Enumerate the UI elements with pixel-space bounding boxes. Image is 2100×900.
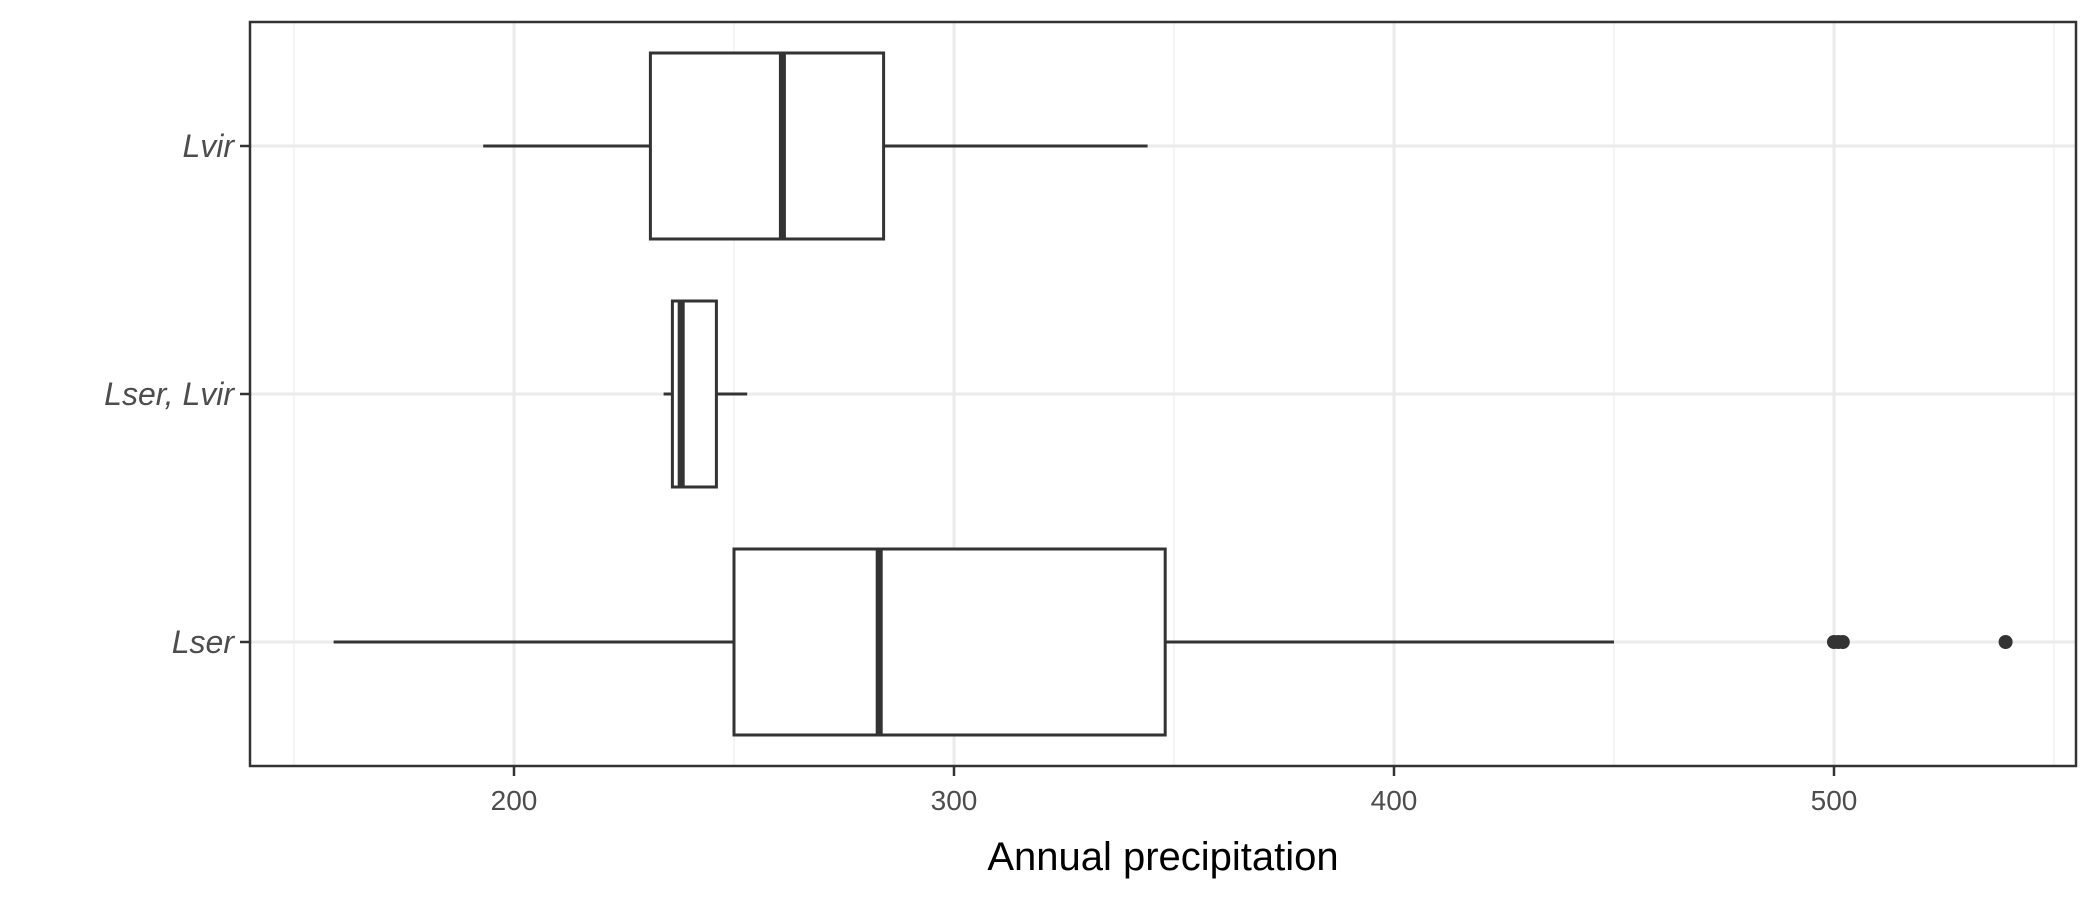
- box-iqr: [648, 51, 886, 241]
- box-series: [333, 51, 2013, 737]
- category-label: Lvir: [182, 128, 235, 164]
- x-tick-label: 400: [1371, 785, 1418, 816]
- category-label: Lser: [172, 624, 236, 660]
- x-axis-title: Annual precipitation: [987, 835, 1338, 879]
- category-label: Lser, Lvir: [104, 376, 235, 412]
- box-group: [483, 51, 1148, 241]
- x-tick-label: 300: [931, 785, 978, 816]
- x-axis: 200 300 400 500: [491, 766, 1858, 816]
- outlier-point: [1998, 635, 2013, 649]
- box-iqr: [732, 547, 1167, 737]
- y-axis: Lvir Lser, Lvir Lser: [104, 128, 250, 660]
- x-tick-label: 200: [491, 785, 538, 816]
- box-group: [663, 299, 748, 489]
- outlier-point: [1835, 635, 1850, 649]
- box-group: [333, 547, 2013, 737]
- x-tick-label: 500: [1811, 785, 1858, 816]
